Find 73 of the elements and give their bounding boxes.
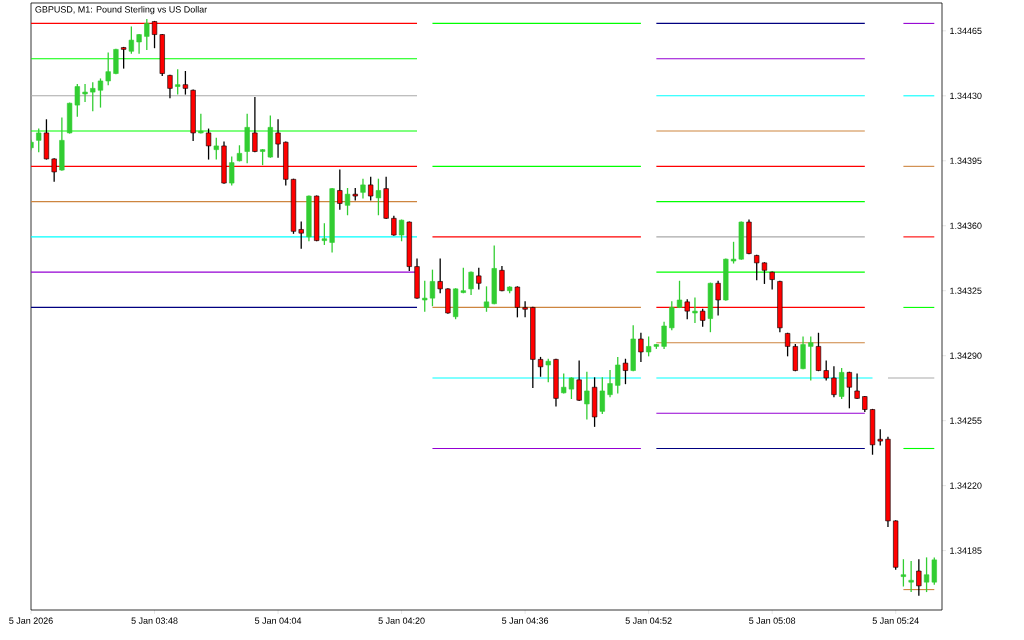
candlestick [167, 74, 173, 99]
candlestick [437, 258, 443, 294]
y-tick-label: 1.34255 [950, 417, 982, 424]
candlestick [344, 187, 351, 216]
candlestick [368, 176, 374, 201]
candlestick [607, 369, 613, 398]
candlestick [846, 371, 852, 409]
candlestick [182, 71, 189, 95]
x-tick-label: 5 Jan 04:52 [625, 617, 672, 624]
candlestick [669, 301, 675, 331]
candlestick [514, 286, 520, 318]
candlestick [854, 373, 860, 400]
candlestick [576, 360, 582, 401]
candlestick [823, 360, 829, 381]
candlestick [468, 271, 474, 296]
candlestick [90, 82, 96, 112]
y-tick-label: 1.34430 [950, 92, 982, 99]
candlestick [599, 377, 605, 414]
x-tick-label: 5 Jan 04:20 [378, 617, 425, 624]
candlestick [105, 52, 111, 86]
y-tick-label: 1.34290 [950, 352, 982, 359]
candlestick [229, 156, 235, 186]
candlestick [128, 26, 134, 54]
candlestick [916, 559, 922, 596]
x-tick-label: 5 Jan 04:04 [254, 617, 302, 624]
x-tick-label: 5 Jan 03:48 [131, 617, 178, 624]
candlestick [321, 223, 327, 245]
candlestick [375, 178, 382, 216]
candlestick [676, 280, 683, 309]
candlestick [275, 119, 281, 158]
candlestick [537, 356, 544, 377]
candlestick [545, 358, 551, 383]
candlestick [252, 97, 258, 153]
candlestick [908, 561, 914, 593]
candlestick [205, 128, 212, 160]
candlestick [360, 178, 366, 199]
y-tick-label: 1.34360 [950, 222, 982, 229]
candlestick [144, 19, 150, 51]
candlestick [692, 297, 698, 323]
y-tick-label: 1.34465 [950, 27, 982, 35]
candlestick [136, 33, 142, 54]
candlestick [476, 267, 482, 290]
candlestick [483, 286, 490, 312]
y-tick-label: 1.34185 [950, 547, 982, 554]
candlestick [499, 265, 505, 292]
y-tick-label: 1.34220 [950, 482, 982, 489]
y-tick-label: 1.34395 [950, 157, 982, 164]
candlestick [638, 332, 644, 362]
candlestick [121, 46, 127, 69]
chart-title: GBPUSD, M1: Pound Sterling vs US Dollar [35, 6, 208, 15]
candlestick [213, 137, 219, 160]
candlestick [808, 336, 814, 381]
candlestick [391, 215, 397, 236]
x-tick-label: 5 Jan 2026 [9, 617, 53, 624]
candlestick [82, 84, 88, 103]
candlestick [831, 366, 837, 398]
x-tick-label: 5 Jan 05:24 [872, 617, 919, 624]
candlestick [97, 78, 104, 108]
candlestick [584, 371, 590, 420]
candlestick [337, 169, 343, 210]
candlestick [522, 301, 528, 318]
candlestick [298, 221, 304, 249]
candlestick [900, 559, 907, 587]
candlestick [661, 321, 667, 349]
candlestick [175, 69, 181, 95]
candlestick [398, 219, 405, 242]
y-tick-label: 1.34325 [950, 287, 982, 294]
x-tick-label: 5 Jan 05:08 [749, 617, 796, 624]
candlestick [36, 128, 42, 153]
candlestick [198, 113, 204, 134]
candlestick [622, 358, 629, 385]
candlestick [615, 356, 621, 394]
x-tick-label: 5 Jan 04:36 [502, 617, 549, 624]
